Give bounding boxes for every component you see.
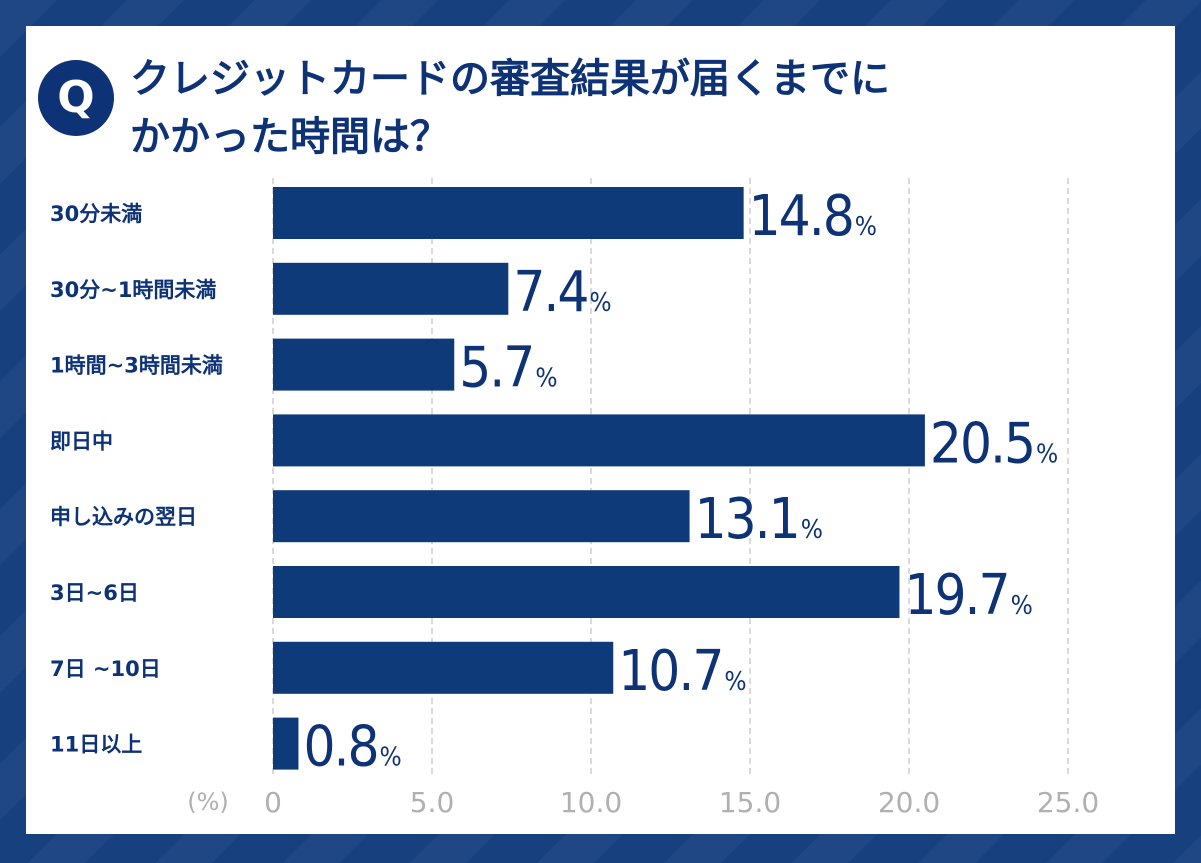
category-label-3: 即日中 (50, 429, 113, 453)
value-label-0: 14.8% (749, 184, 877, 249)
bar-1 (273, 262, 509, 315)
category-label-6: 7日 ~10日 (50, 657, 161, 681)
category-label-4: 申し込みの翌日 (50, 505, 197, 529)
x-tick-label-2: 10.0 (560, 786, 622, 819)
value-label-2: 5.7% (459, 336, 557, 401)
category-label-1: 30分~1時間未満 (50, 278, 216, 302)
bar-3 (273, 414, 925, 467)
bar-6 (273, 641, 614, 694)
value-label-6: 10.7% (618, 639, 746, 704)
value-label-1: 7.4% (513, 260, 611, 325)
question-badge: Q (38, 60, 114, 136)
bar-2 (273, 338, 455, 391)
unit-label: (%) (187, 788, 229, 816)
x-tick-label-0: 0 (264, 786, 282, 819)
category-label-7: 11日以上 (50, 733, 142, 757)
category-label-0: 30分未満 (50, 202, 142, 226)
bar-0 (273, 187, 744, 239)
value-label-4: 13.1% (695, 487, 823, 552)
chart-title: クレジットカードの審査結果が届くまでに かかった時間は？ (130, 50, 1010, 166)
x-tick-label-3: 15.0 (719, 786, 781, 819)
category-label-2: 1時間~3時間未満 (50, 354, 223, 378)
category-label-5: 3日~6日 (50, 581, 139, 605)
x-tick-label-5: 25.0 (1037, 786, 1099, 819)
x-tick-label-1: 5.0 (410, 786, 455, 819)
title-line-2: かかった時間は？ (130, 114, 450, 160)
bar-4 (273, 490, 690, 543)
value-label-3: 20.5% (930, 411, 1058, 476)
value-label-5: 19.7% (904, 563, 1032, 628)
bar-5 (273, 566, 900, 618)
title-line-1: クレジットカードの審査結果が届くまでに (130, 56, 890, 102)
x-tick-label-4: 20.0 (878, 786, 940, 819)
bar-7 (273, 717, 299, 770)
value-label-7: 0.8% (303, 715, 401, 780)
